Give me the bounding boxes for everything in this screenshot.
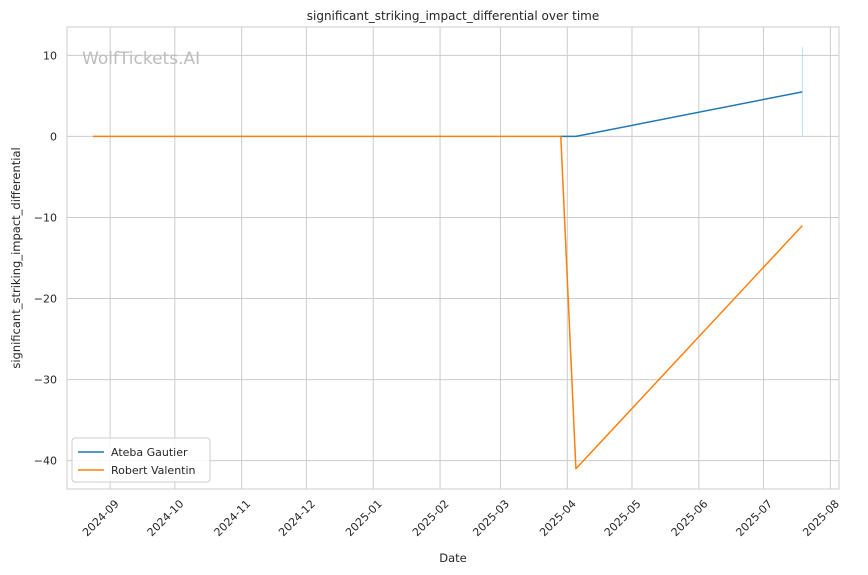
- legend: Ateba Gautier Robert Valentin: [71, 437, 211, 483]
- x-axis-label: Date: [439, 551, 467, 565]
- legend-label-robert-valentin: Robert Valentin: [111, 464, 196, 477]
- y-axis-label: significant_striking_impact_differential: [9, 147, 23, 368]
- legend-box: [71, 437, 211, 483]
- plot-frame: [66, 26, 840, 490]
- series-line-robert-valentin: [92, 135, 803, 470]
- series-group: [92, 47, 803, 470]
- y-tick-label: −20: [34, 293, 57, 306]
- y-tick-label: −30: [34, 374, 57, 387]
- chart-title: significant_striking_impact_differential…: [307, 9, 599, 23]
- y-axis: 10 0 −10 −20 −30 −40: [34, 49, 57, 467]
- watermark: WolfTickets.AI: [82, 49, 200, 69]
- y-tick-label: 0: [50, 130, 57, 143]
- series-line-ateba-gautier: [560, 91, 803, 138]
- y-tick-label: 10: [43, 49, 57, 62]
- y-tick-label: −10: [34, 211, 57, 224]
- y-tick-label: −40: [34, 455, 57, 468]
- legend-label-ateba-gautier: Ateba Gautier: [111, 446, 188, 459]
